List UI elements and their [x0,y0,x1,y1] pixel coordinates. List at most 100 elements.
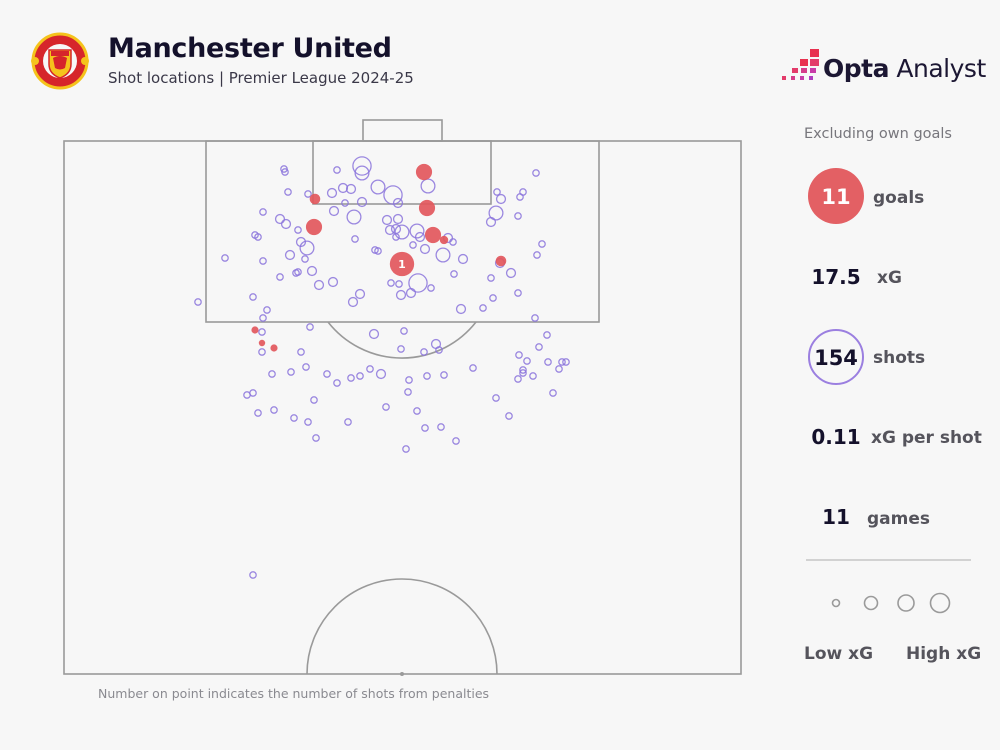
brand-light: Analyst [888,54,986,83]
shot-point [450,270,458,278]
shot-point [562,358,570,366]
shot-point [514,212,522,220]
shot-point [375,368,387,380]
shot-point [531,314,539,322]
center-spot [400,672,404,676]
goals-value: 11 [821,185,850,209]
shot-point [489,294,497,302]
shot-point [555,365,563,373]
shot-point [420,178,436,194]
shot-point [294,226,302,234]
shot-point [382,403,390,411]
xg-label: xG [877,268,902,288]
shot-point [395,280,403,288]
shot-point [374,247,382,255]
games-value: 11 [822,505,850,529]
shot-point [514,289,522,297]
shots-value: 154 [814,346,858,370]
center-circle [306,578,498,675]
shot-point [345,183,357,195]
shot-point [495,193,507,205]
shot-point [354,165,370,181]
shot-point [306,265,318,277]
penalty-count-label: 1 [398,258,406,271]
legend-circle-s [863,595,879,611]
shot-point [383,185,403,205]
shot-point [558,358,566,366]
shot-point [394,224,410,240]
shot-point [347,374,355,382]
shot-point [435,247,451,263]
shot-point [281,168,289,176]
goal-point [439,235,449,245]
shot-point [409,223,425,239]
shot-point [249,571,257,579]
shot-point [381,214,393,226]
shot-point [392,213,404,225]
xg-size-legend: Low xG High xG [804,559,981,664]
shot-point [405,287,417,299]
shot-point [292,269,300,277]
shot-point [421,424,429,432]
shot-point [312,434,320,442]
shot-point [270,406,278,414]
goal-point [495,255,507,267]
pitch-lines [63,119,742,675]
shot-point [532,169,540,177]
xg-per-shot-label: xG per shot [871,428,982,448]
shot-point [258,328,266,336]
shot-point [397,345,405,353]
shot-point [347,296,359,308]
xg-per-shot-value: 0.11 [811,425,860,449]
shot-point [276,273,284,281]
goals-badge [808,168,864,224]
shot-point [538,240,546,248]
shot-point [356,196,368,208]
shots-badge [808,329,864,385]
shot-point [544,358,552,366]
stats-panel: 11 goals 17.5 xG 154 shots 0.11 xG per s… [808,168,982,529]
goal [362,119,443,142]
shot-point [485,216,497,228]
shot-point [469,364,477,372]
shot-point [254,409,262,417]
shot-point [479,304,487,312]
shot-point [370,179,386,195]
shot-point [306,323,314,331]
shot-point [299,240,315,256]
shot-point [455,303,467,315]
shot-point [284,249,296,261]
shot-point [284,188,292,196]
shot-point [341,199,349,207]
shot-map: 1 [63,119,742,676]
club-crest-logo [31,32,89,90]
shot-point [400,327,408,335]
shot-point [488,205,504,221]
shot-point [529,372,537,380]
shot-point [249,293,257,301]
legend-low-label: Low xG [804,644,873,664]
shot-point [404,388,412,396]
shot-point [487,274,495,282]
legend-circle-xs [831,598,841,608]
shot-point [344,418,352,426]
shot-point [419,243,431,255]
shot-point [280,218,292,230]
footnote: Number on point indicates the number of … [98,686,490,701]
goals-layer: 1 [251,163,507,352]
xg-value: 17.5 [811,265,860,289]
goal-point [258,339,266,347]
shot-point [366,365,374,373]
shot-point [452,437,460,445]
shot-point [290,414,298,422]
shot-point [515,351,523,359]
shot-point [457,253,469,265]
goal-point [415,163,433,181]
shot-point [402,445,410,453]
page-subtitle: Shot locations | Premier League 2024-25 [108,69,414,87]
shot-point [408,273,428,293]
legend-circle-m [897,594,915,612]
shot-point [414,231,426,243]
shot-point [440,371,448,379]
goal-point [305,218,323,236]
